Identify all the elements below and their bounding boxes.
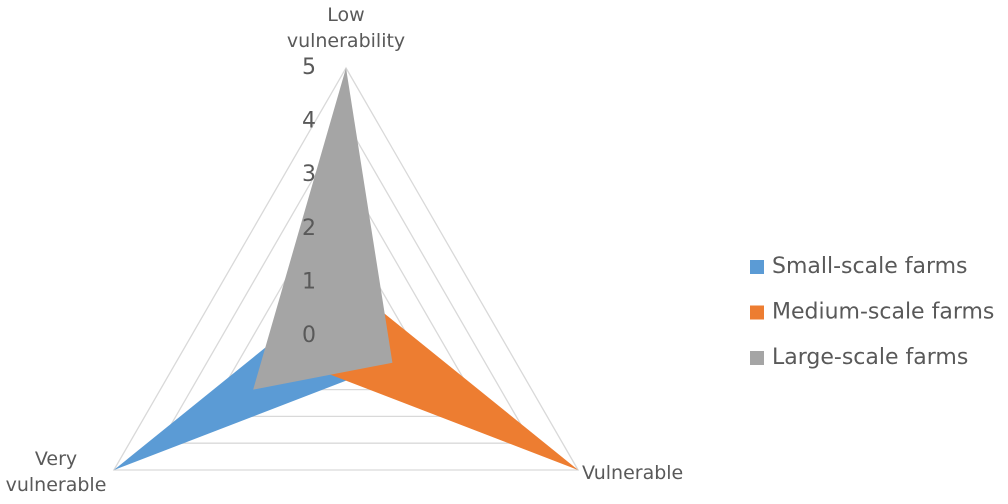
legend-swatch <box>750 260 764 274</box>
legend-label: Small-scale farms <box>772 254 968 279</box>
axis-label: Vulnerable <box>582 462 684 484</box>
y-tick-label: 5 <box>302 55 316 80</box>
y-tick-label: 4 <box>302 109 316 134</box>
legend-label: Medium-scale farms <box>772 300 994 325</box>
series-area <box>253 68 393 390</box>
legend-swatch <box>750 305 764 320</box>
axis-label: Very vulnerable <box>5 448 107 496</box>
axis-label: Low vulnerability <box>286 4 406 52</box>
grid-ring <box>159 120 533 444</box>
y-tick-label: 3 <box>302 162 316 187</box>
grid-ring <box>112 66 580 471</box>
y-tick-label: 2 <box>302 216 316 241</box>
y-tick-label: 1 <box>302 269 316 294</box>
legend-label: Large-scale farms <box>772 345 968 370</box>
grid-ring <box>205 173 487 418</box>
y-tick-label: 0 <box>302 323 316 348</box>
legend-swatch <box>750 351 764 365</box>
